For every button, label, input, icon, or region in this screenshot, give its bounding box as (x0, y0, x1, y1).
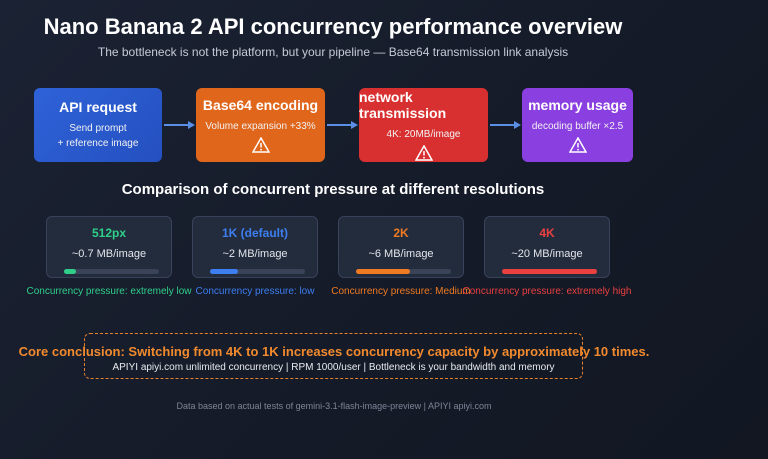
size: ~20 MB/image (511, 248, 583, 260)
pressure-track (210, 269, 305, 274)
warning-icon (251, 137, 270, 153)
pressure-label: Concurrency pressure: low (192, 286, 318, 297)
pressure-text: Concurrency pressure: extremely low (26, 286, 192, 297)
subtitle: The bottleneck is not the platform, but … (97, 45, 569, 59)
step-text: Send prompt (69, 123, 127, 134)
pressure-fill (356, 269, 410, 274)
card: 4K ~20 MB/image (484, 216, 610, 278)
card: 1K (default) ~2 MB/image (192, 216, 318, 278)
conclusion-detail: APIYI apiyi.com unlimited concurrency | … (112, 362, 555, 373)
card: 512px ~0.7 MB/image (46, 216, 172, 278)
step-title: Base64 encoding (202, 97, 319, 113)
flow-step: API request Send prompt + reference imag… (34, 88, 162, 162)
pressure-text: Concurrency pressure: extremely high (462, 286, 632, 297)
resolution: 4K (539, 226, 555, 240)
pressure-label: Concurrency pressure: extremely high (463, 286, 632, 297)
pressure-fill (210, 269, 238, 274)
footer: Data based on actual tests of gemini-3.1… (176, 401, 492, 411)
pressure-track (356, 269, 451, 274)
flow-step: Base64 encoding Volume expansion +33% (196, 88, 325, 162)
title: Nano Banana 2 API concurrency performanc… (43, 14, 623, 39)
pressure-track (502, 269, 597, 274)
flow-step: memory usage decoding buffer ×2.5 (522, 88, 633, 162)
step-title: API request (59, 99, 137, 115)
step-text: decoding buffer ×2.5 (531, 121, 624, 132)
pressure-label: Concurrency pressure: extremely low (26, 286, 191, 297)
pressure-fill (502, 269, 597, 274)
pressure-text: Concurrency pressure: Medium (331, 286, 471, 297)
conclusion-box (84, 333, 583, 379)
step-title: network transmission (359, 89, 447, 121)
step-text: + reference image (57, 138, 139, 149)
step-title: memory usage (528, 97, 627, 113)
resolution: 1K (default) (222, 226, 288, 240)
warning-icon (414, 145, 433, 161)
step-text: 4K: 20MB/image (386, 129, 461, 140)
size: ~2 MB/image (222, 248, 288, 260)
pressure-fill (64, 269, 76, 274)
warning-icon (568, 137, 587, 153)
card: 2K ~6 MB/image (338, 216, 464, 278)
arrow (164, 121, 195, 129)
flow-step: network transmission 4K: 20MB/image (359, 88, 488, 162)
pressure-text: Concurrency pressure: low (195, 286, 315, 297)
size: ~6 MB/image (368, 248, 434, 260)
arrow (327, 121, 358, 129)
pressure-track (64, 269, 159, 274)
arrow (490, 121, 521, 129)
conclusion-headline: Core conclusion: Switching from 4K to 1K… (18, 344, 650, 359)
step-text: Volume expansion +33% (205, 121, 316, 132)
resolution: 512px (91, 226, 127, 240)
section-title: Comparison of concurrent pressure at dif… (121, 181, 545, 198)
pressure-label: Concurrency pressure: Medium (331, 286, 471, 297)
size: ~0.7 MB/image (71, 248, 147, 260)
resolution: 2K (393, 226, 409, 240)
